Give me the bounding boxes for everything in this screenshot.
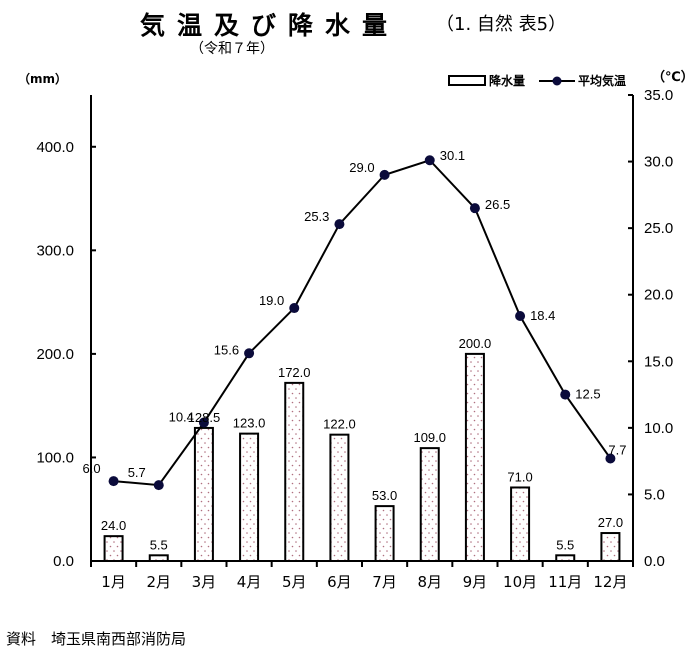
- legend: 降水量 平均気温: [448, 72, 626, 89]
- precip-bar: [193, 426, 214, 563]
- precip-value-label: 24.0: [101, 518, 126, 533]
- legend-temp-label: 平均気温: [578, 74, 627, 88]
- x-axis-label: 6月: [327, 573, 352, 591]
- right-axis-tick-label: 25.0: [644, 220, 673, 237]
- x-axis-label: 7月: [372, 573, 397, 591]
- precip-bar: [103, 535, 124, 562]
- right-axis-tick-label: 5.0: [644, 486, 665, 503]
- x-axis-label: 4月: [237, 573, 262, 591]
- x-axis-label: 9月: [463, 573, 488, 591]
- precip-value-label: 128.5: [188, 410, 221, 425]
- temp-line: [108, 155, 616, 491]
- axes: 0.0 100.0 200.0 300.0 400.0 0.0 5.0 10.0 15.0 20.…: [36, 87, 673, 591]
- x-axis-label: 10月: [503, 573, 537, 591]
- left-axis-unit: （mm）: [18, 72, 68, 86]
- left-axis-tick-label: 300.0: [36, 242, 74, 259]
- precip-bar: [510, 486, 531, 562]
- temp-marker: [379, 169, 390, 180]
- precip-value-label: 71.0: [507, 469, 532, 484]
- x-axis-label: 1月: [101, 573, 126, 591]
- chart-year: （令和７年）: [190, 41, 274, 57]
- left-axis-tick-label: 200.0: [36, 346, 74, 363]
- temp-marker: [605, 453, 616, 464]
- temp-marker: [153, 480, 164, 491]
- temp-marker: [515, 311, 526, 322]
- chart-title-suffix: （1. 自然 表5）: [436, 14, 567, 35]
- temp-value-label: 12.5: [575, 387, 600, 402]
- x-axis-label: 5月: [282, 573, 307, 591]
- temp-marker: [334, 219, 345, 230]
- x-axis-label: 12月: [593, 573, 627, 591]
- precip-value-label: 200.0: [459, 336, 492, 351]
- temp-value-label: 26.5: [485, 197, 510, 212]
- temp-value-label: 30.1: [440, 148, 465, 163]
- x-axis-label: 11月: [548, 573, 582, 591]
- temp-value-label: 18.4: [530, 308, 555, 323]
- source-note: 資料 埼玉県南西部消防局: [6, 630, 187, 648]
- precip-bar: [329, 433, 350, 563]
- precip-value-label: 27.0: [598, 515, 623, 530]
- left-axis-tick-label: 400.0: [36, 139, 74, 156]
- precip-bar: [464, 352, 485, 562]
- right-axis-tick-label: 35.0: [644, 87, 673, 104]
- temp-value-label: 15.6: [214, 342, 239, 357]
- legend-bar-swatch: [448, 75, 486, 86]
- temp-line-path: [113, 159, 612, 487]
- temp-marker: [560, 389, 571, 400]
- temp-marker: [244, 348, 255, 359]
- right-axis-tick-label: 10.0: [644, 420, 673, 437]
- precip-value-label: 5.5: [556, 537, 574, 552]
- right-axis-tick-label: 30.0: [644, 154, 673, 171]
- precip-value-label: 122.0: [323, 417, 356, 432]
- precip-bar: [284, 381, 305, 562]
- temp-marker: [469, 203, 480, 214]
- temp-value-label: 7.7: [608, 442, 626, 457]
- left-axis-tick-label: 0.0: [53, 553, 74, 570]
- right-axis-tick-label: 15.0: [644, 353, 673, 370]
- x-axis-label: 8月: [417, 573, 442, 591]
- precip-bars: [103, 352, 621, 563]
- temp-value-label: 5.7: [128, 465, 146, 480]
- chart-title: 気温及び降水量: [140, 11, 400, 40]
- precip-bar: [419, 447, 440, 563]
- temp-value-label: 10.4: [169, 410, 194, 425]
- data-labels: 24.0 5.5 128.5 123.0 172.0 122.0 53.0 109.0 200.…: [83, 148, 627, 552]
- precip-bar: [239, 432, 260, 563]
- temp-value-label: 6.0: [83, 461, 101, 476]
- temp-marker: [424, 155, 435, 166]
- temp-value-label: 25.3: [304, 209, 329, 224]
- right-axis-tick-label: 0.0: [644, 553, 665, 570]
- precip-value-label: 53.0: [372, 488, 397, 503]
- x-axis-label: 3月: [192, 573, 217, 591]
- temp-marker: [289, 303, 300, 314]
- precip-value-label: 123.0: [233, 416, 266, 431]
- precip-value-label: 172.0: [278, 365, 311, 380]
- precip-value-label: 109.0: [413, 430, 446, 445]
- temp-value-label: 29.0: [349, 160, 374, 175]
- right-axis-unit: （℃）: [652, 70, 694, 85]
- temp-marker: [108, 476, 119, 487]
- precip-bar: [600, 532, 621, 562]
- right-axis-tick-label: 20.0: [644, 287, 673, 304]
- legend-precip-label: 降水量: [489, 74, 526, 88]
- legend-line-marker-icon: [539, 76, 576, 85]
- temp-value-label: 19.0: [259, 293, 284, 308]
- precip-value-label: 5.5: [150, 537, 168, 552]
- temp-marker: [198, 417, 209, 428]
- left-axis-tick-label: 100.0: [36, 449, 74, 466]
- precip-bar: [374, 505, 395, 563]
- x-axis-label: 2月: [146, 573, 171, 591]
